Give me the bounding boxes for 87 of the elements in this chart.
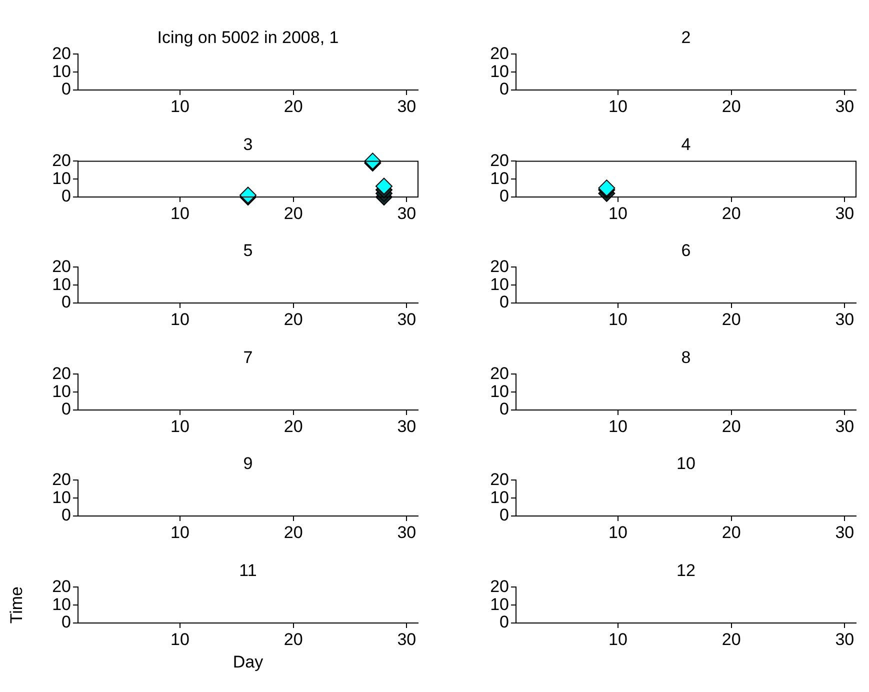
y-tick-label: 0	[500, 506, 509, 525]
y-tick-label: 0	[500, 612, 509, 632]
x-tick-label: 30	[397, 310, 416, 329]
y-axis-title: Time	[6, 586, 26, 624]
x-tick-label: 10	[608, 522, 628, 542]
y-tick-label: 20	[490, 576, 509, 596]
y-tick-label: 20	[52, 44, 71, 63]
x-tick-label: 30	[397, 96, 416, 116]
y-tick-label: 10	[52, 168, 71, 188]
x-tick-label: 20	[284, 416, 303, 436]
x-tick-label: 20	[722, 310, 741, 329]
y-tick-label: 20	[490, 470, 509, 489]
y-tick-label: 10	[52, 381, 71, 400]
y-tick-label: 20	[52, 363, 71, 382]
y-tick-label: 10	[52, 594, 71, 614]
y-tick-label: 0	[500, 186, 509, 206]
y-tick-label: 20	[52, 576, 71, 596]
chart-title: 4	[681, 134, 691, 154]
y-tick-label: 0	[62, 506, 71, 525]
x-tick-label: 10	[608, 629, 628, 648]
y-tick-label: 10	[490, 168, 509, 188]
y-tick-label: 0	[500, 292, 509, 312]
chart-title: 2	[681, 28, 691, 47]
y-tick-label: 0	[62, 292, 71, 312]
x-tick-label: 20	[284, 522, 303, 542]
chart-title: 7	[243, 348, 253, 366]
chart-title: 6	[681, 241, 691, 260]
y-tick-label: 10	[490, 62, 509, 81]
x-tick-label: 10	[608, 203, 628, 222]
chart-title: 10	[676, 454, 696, 473]
y-tick-label: 10	[52, 488, 71, 507]
x-tick-label: 30	[835, 203, 854, 222]
x-tick-label: 10	[170, 522, 190, 542]
x-tick-label: 10	[170, 310, 190, 329]
x-tick-label: 20	[722, 96, 741, 116]
chart-title: Icing on 5002 in 2008, 1	[157, 28, 339, 47]
y-tick-label: 20	[490, 150, 509, 170]
x-tick-label: 30	[397, 629, 416, 648]
chart-title: 5	[243, 241, 253, 260]
y-tick-label: 10	[490, 594, 509, 614]
x-axis-title: Day	[232, 652, 264, 671]
x-tick-label: 10	[608, 416, 628, 436]
y-tick-label: 20	[490, 44, 509, 63]
x-tick-label: 20	[722, 629, 741, 648]
x-tick-label: 10	[170, 629, 190, 648]
x-tick-label: 20	[284, 96, 303, 116]
y-tick-label: 0	[62, 612, 71, 632]
x-tick-label: 30	[835, 629, 854, 648]
x-tick-label: 30	[835, 522, 854, 542]
x-tick-label: 20	[722, 416, 741, 436]
y-tick-label: 10	[490, 274, 509, 294]
chart-title: 3	[243, 134, 253, 154]
y-tick-label: 0	[62, 80, 71, 99]
x-tick-label: 30	[397, 416, 416, 436]
y-tick-label: 10	[52, 62, 71, 81]
x-tick-label: 10	[608, 96, 628, 116]
x-tick-label: 20	[722, 522, 741, 542]
y-tick-label: 0	[62, 186, 71, 206]
x-tick-label: 10	[608, 310, 628, 329]
x-tick-label: 20	[284, 629, 303, 648]
y-tick-label: 0	[500, 80, 509, 99]
x-tick-label: 30	[397, 522, 416, 542]
x-tick-label: 30	[835, 310, 854, 329]
x-tick-label: 20	[722, 203, 741, 222]
chart-title: 12	[676, 560, 696, 580]
y-tick-label: 0	[500, 399, 509, 418]
x-tick-label: 10	[170, 96, 190, 116]
x-tick-label: 10	[170, 416, 190, 436]
y-tick-label: 10	[52, 274, 71, 294]
y-tick-label: 20	[490, 256, 509, 276]
x-tick-label: 20	[284, 310, 303, 329]
x-tick-label: 30	[835, 96, 854, 116]
y-tick-label: 0	[62, 399, 71, 418]
x-tick-label: 10	[170, 203, 190, 222]
chart-title: 8	[681, 348, 691, 366]
y-tick-label: 20	[52, 150, 71, 170]
y-tick-label: 20	[490, 363, 509, 382]
chart-title: 9	[243, 454, 253, 473]
x-tick-label: 30	[835, 416, 854, 436]
y-tick-label: 20	[52, 470, 71, 489]
x-tick-label: 20	[284, 203, 303, 222]
point	[376, 177, 392, 194]
y-tick-label: 20	[52, 256, 71, 276]
chart-title: 11	[239, 560, 257, 580]
y-tick-label: 10	[490, 488, 509, 507]
x-tick-label: 30	[397, 203, 416, 222]
y-tick-label: 10	[490, 381, 509, 400]
